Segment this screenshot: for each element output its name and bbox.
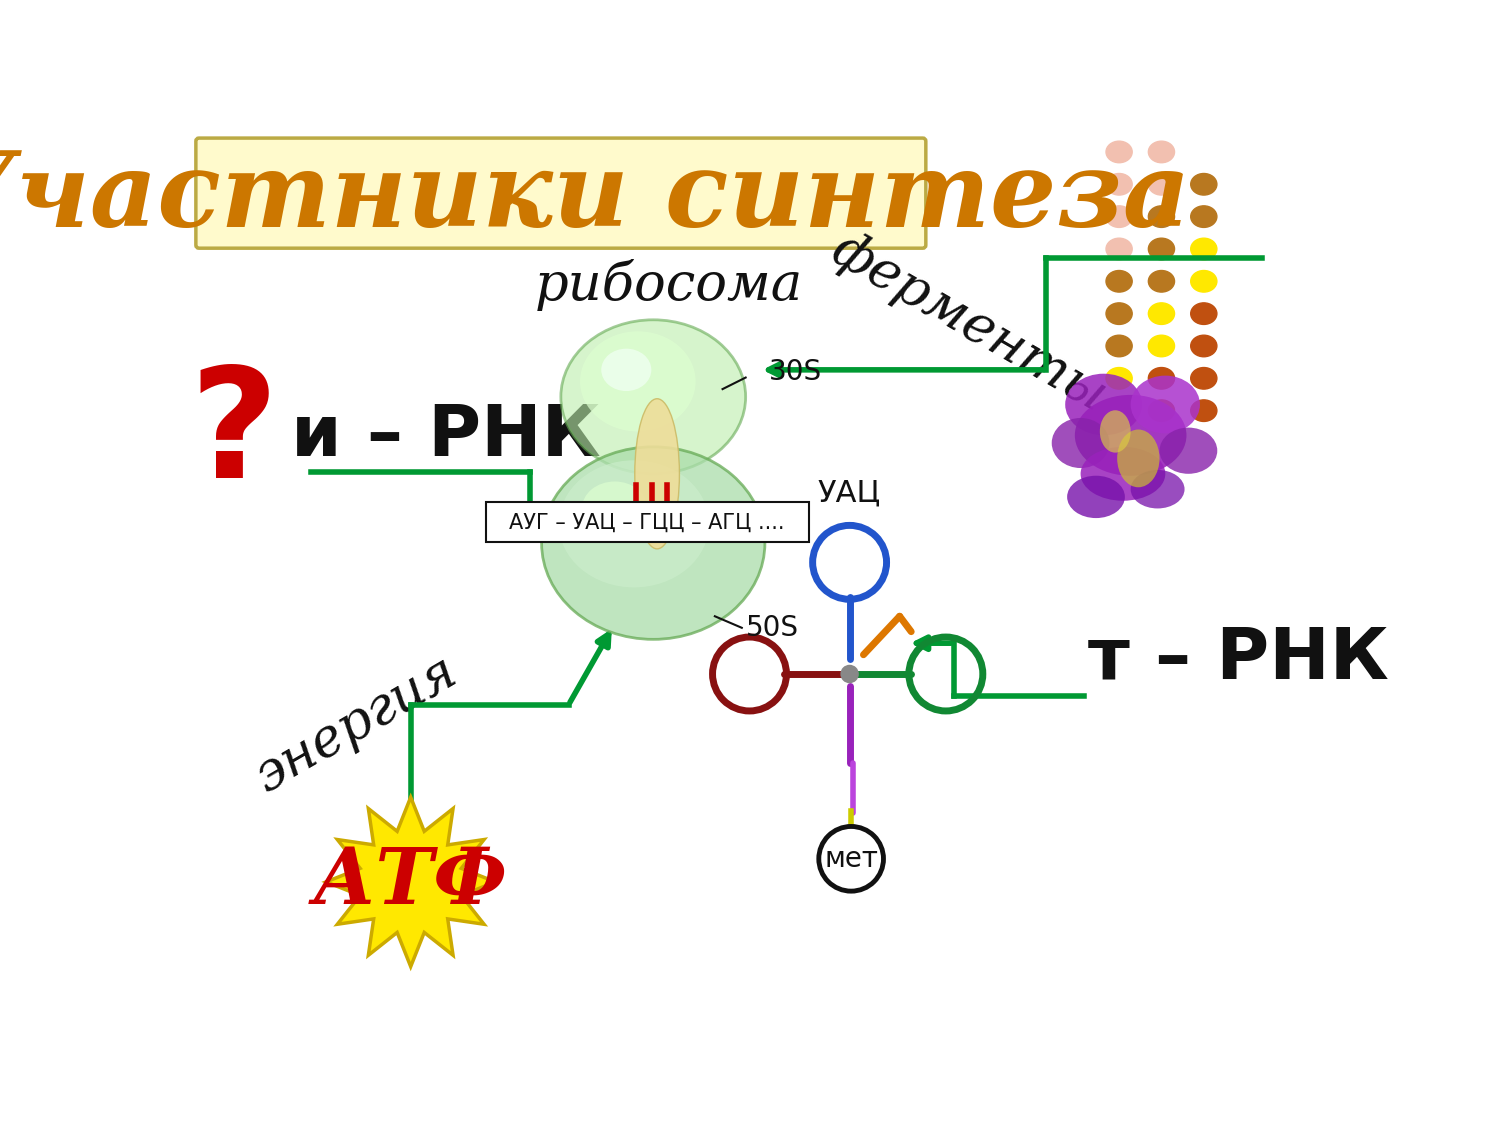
Ellipse shape [1066,476,1125,519]
FancyBboxPatch shape [196,138,926,249]
Text: УАЦ: УАЦ [818,478,880,507]
Ellipse shape [1106,303,1132,324]
Text: т – РНК: т – РНК [1089,624,1389,693]
Ellipse shape [1149,303,1174,324]
Circle shape [819,827,884,891]
Ellipse shape [634,398,680,549]
Ellipse shape [1149,173,1174,195]
Text: мет: мет [824,845,878,873]
Text: и – РНК: и – РНК [291,403,602,471]
Ellipse shape [1106,335,1132,357]
Ellipse shape [1080,447,1166,501]
Polygon shape [326,798,495,966]
Ellipse shape [1100,411,1131,452]
Text: 50S: 50S [746,614,798,641]
Ellipse shape [1106,270,1132,292]
Text: энергия: энергия [246,646,466,802]
Text: рибосома: рибосома [534,259,802,312]
Ellipse shape [1149,399,1174,422]
Ellipse shape [560,460,710,587]
Ellipse shape [1131,376,1200,433]
Ellipse shape [1191,335,1216,357]
Ellipse shape [1149,141,1174,163]
FancyBboxPatch shape [486,502,808,541]
Ellipse shape [1065,374,1142,435]
Ellipse shape [1191,303,1216,324]
Ellipse shape [602,349,651,392]
Text: АТФ: АТФ [314,844,509,920]
Ellipse shape [1191,238,1216,260]
Ellipse shape [1052,418,1110,468]
Ellipse shape [1149,238,1174,260]
Ellipse shape [582,482,648,536]
Ellipse shape [1191,173,1216,195]
Ellipse shape [1149,335,1174,357]
Ellipse shape [1118,430,1160,487]
Text: ферменты: ферменты [822,224,1116,423]
Ellipse shape [1131,470,1185,509]
Ellipse shape [1106,368,1132,389]
Ellipse shape [1106,141,1132,163]
Ellipse shape [1149,270,1174,292]
Text: АУГ – УАЦ – ГЦЦ – АГЦ ....: АУГ – УАЦ – ГЦЦ – АГЦ .... [510,512,784,532]
Ellipse shape [1191,270,1216,292]
Ellipse shape [1106,238,1132,260]
Ellipse shape [580,332,696,432]
Ellipse shape [1076,395,1186,476]
Text: 30S: 30S [768,358,822,386]
Ellipse shape [1160,428,1218,474]
Ellipse shape [1191,399,1216,422]
Ellipse shape [1106,173,1132,195]
Ellipse shape [1149,368,1174,389]
Circle shape [840,665,860,683]
Ellipse shape [542,447,765,639]
Ellipse shape [561,319,746,474]
Ellipse shape [1191,206,1216,227]
Ellipse shape [1106,206,1132,227]
Ellipse shape [1191,368,1216,389]
Ellipse shape [1149,206,1174,227]
Text: ?: ? [189,361,278,510]
Text: Участники синтеза: Участники синтеза [0,147,1191,249]
